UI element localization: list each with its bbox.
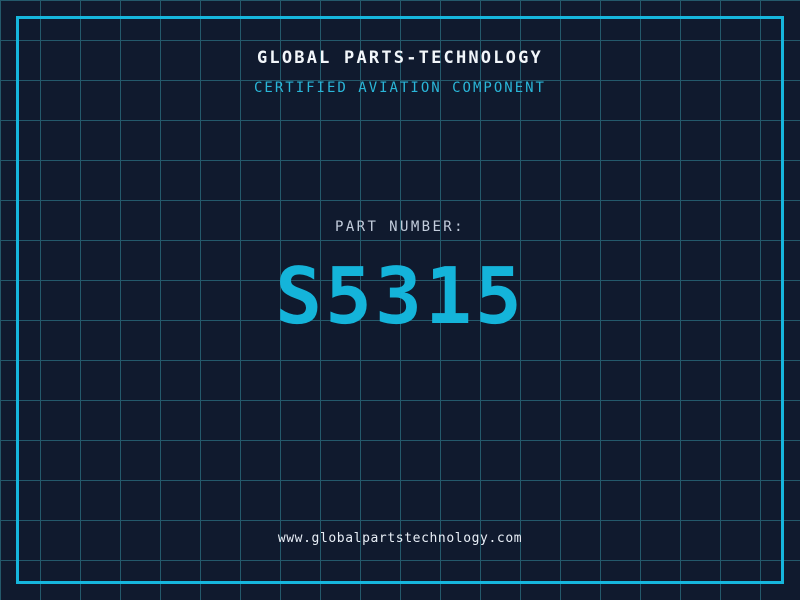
part-number-value: S5315: [275, 252, 525, 342]
brand-subtitle: CERTIFIED AVIATION COMPONENT: [253, 80, 546, 96]
brand-title: GLOBAL PARTS-TECHNOLOGY: [256, 48, 543, 68]
part-number-label: PART NUMBER:: [335, 219, 465, 235]
website-url: www.globalpartstechnology.com: [277, 531, 523, 546]
